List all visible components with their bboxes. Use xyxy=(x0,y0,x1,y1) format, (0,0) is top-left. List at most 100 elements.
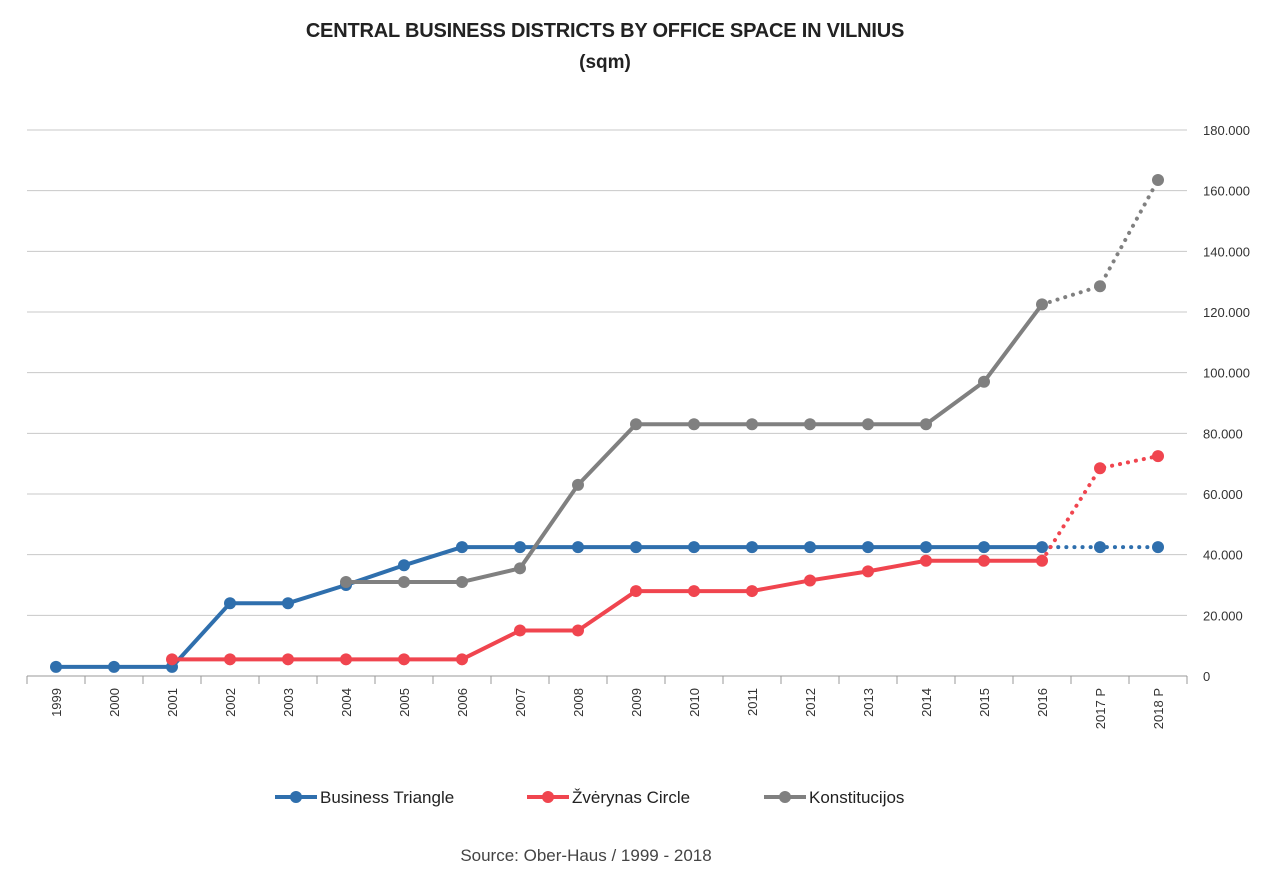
legend-label: Business Triangle xyxy=(320,788,454,807)
legend-item: Konstitucijos xyxy=(764,788,904,807)
x-tick-label: 2004 xyxy=(339,688,354,717)
x-tick-label: 2006 xyxy=(455,688,470,717)
gridlines xyxy=(27,129,1187,616)
data-point xyxy=(1094,280,1106,293)
x-tick-label: 2005 xyxy=(397,688,412,717)
legend-label: Konstitucijos xyxy=(809,788,904,807)
data-point xyxy=(630,541,642,554)
y-tick-label: 100.000 xyxy=(1203,366,1250,381)
data-point xyxy=(572,541,584,554)
data-point xyxy=(108,660,120,673)
y-tick-label: 60.000 xyxy=(1203,487,1243,502)
x-tick-label: 2009 xyxy=(629,688,644,717)
data-point xyxy=(804,574,816,587)
data-point xyxy=(862,541,874,554)
data-point xyxy=(398,559,410,572)
data-point xyxy=(688,418,700,431)
data-point xyxy=(340,575,352,588)
data-point xyxy=(456,575,468,588)
legend-item: Žvėrynas Circle xyxy=(527,788,690,807)
y-tick-label: 140.000 xyxy=(1203,244,1250,259)
series-konstitucijos xyxy=(340,174,1164,588)
data-point xyxy=(920,554,932,567)
data-point xyxy=(978,541,990,554)
series--v-rynas-circle xyxy=(166,450,1164,666)
x-tick-label: 2016 xyxy=(1035,688,1050,717)
x-tick-label: 2011 xyxy=(745,688,760,716)
data-point xyxy=(166,653,178,666)
data-point xyxy=(920,418,932,431)
y-tick-label: 20.000 xyxy=(1203,608,1243,623)
data-point xyxy=(456,541,468,554)
y-tick-label: 160.000 xyxy=(1203,184,1250,199)
axes: 0 20.000 40.000 60.000 80.000 100.000 120.000 1… xyxy=(26,123,1250,729)
x-tick-label: 2013 xyxy=(861,688,876,717)
series-lines xyxy=(50,174,1164,673)
data-point xyxy=(282,597,294,610)
source-note: Source: Ober-Haus / 1999 - 2018 xyxy=(460,846,712,865)
x-tick-label: 2000 xyxy=(107,688,122,717)
x-tick-label: 2007 xyxy=(513,688,528,717)
x-tick-label: 2015 xyxy=(977,688,992,717)
data-point xyxy=(514,541,526,554)
data-point xyxy=(1152,541,1164,554)
data-point xyxy=(688,585,700,598)
data-point xyxy=(282,653,294,666)
x-tick-label: 1999 xyxy=(49,688,64,717)
data-point xyxy=(804,418,816,431)
legend-swatch-marker xyxy=(542,791,554,803)
chart-subtitle: (sqm) xyxy=(579,52,631,73)
data-point xyxy=(1094,541,1106,554)
data-point xyxy=(456,653,468,666)
data-point xyxy=(1152,450,1164,463)
data-point xyxy=(804,541,816,554)
legend-swatch-marker xyxy=(290,791,302,803)
data-point xyxy=(746,541,758,554)
x-tick-label: 2003 xyxy=(281,688,296,717)
series-line xyxy=(170,558,1044,662)
data-point xyxy=(572,624,584,637)
data-point xyxy=(340,653,352,666)
data-point xyxy=(398,575,410,588)
x-tick-label: 2012 xyxy=(803,688,818,717)
data-point xyxy=(1036,554,1048,567)
legend-label: Žvėrynas Circle xyxy=(572,788,690,807)
data-point xyxy=(746,585,758,598)
data-point xyxy=(1036,298,1048,311)
x-tick-label: 2002 xyxy=(223,688,238,717)
x-tick-label: 2008 xyxy=(571,688,586,717)
data-point xyxy=(630,418,642,431)
data-point xyxy=(514,562,526,575)
x-tick-label: 2001 xyxy=(165,688,180,717)
y-tick-label: 40.000 xyxy=(1203,548,1243,563)
y-tick-label: 0 xyxy=(1203,669,1210,684)
data-point xyxy=(1152,174,1164,187)
data-point xyxy=(1036,541,1048,554)
data-point xyxy=(630,585,642,598)
data-point xyxy=(398,653,410,666)
x-tick-label: 2010 xyxy=(687,688,702,717)
y-tick-label: 120.000 xyxy=(1203,305,1250,320)
y-tick-label: 180.000 xyxy=(1203,123,1250,138)
data-point xyxy=(978,554,990,567)
series-line xyxy=(54,545,1044,669)
data-point xyxy=(224,597,236,610)
data-point xyxy=(688,541,700,554)
x-tick-label: 2014 xyxy=(919,688,934,717)
data-point xyxy=(50,660,62,673)
data-point xyxy=(572,478,584,491)
series-business-triangle xyxy=(50,541,1164,673)
chart-title: CENTRAL BUSINESS DISTRICTS BY OFFICE SPA… xyxy=(305,20,905,42)
data-point xyxy=(746,418,758,431)
data-point xyxy=(978,375,990,388)
series-line xyxy=(344,302,1044,584)
legend-swatch-marker xyxy=(779,791,791,803)
data-point xyxy=(224,653,236,666)
legend-item: Business Triangle xyxy=(275,788,454,807)
x-tick-label: 2018 P xyxy=(1151,688,1166,729)
legend: Business Triangle Žvėrynas Circle Konstitu… xyxy=(275,788,904,807)
data-point xyxy=(862,418,874,431)
y-tick-label: 80.000 xyxy=(1203,426,1243,441)
data-point xyxy=(862,565,874,578)
